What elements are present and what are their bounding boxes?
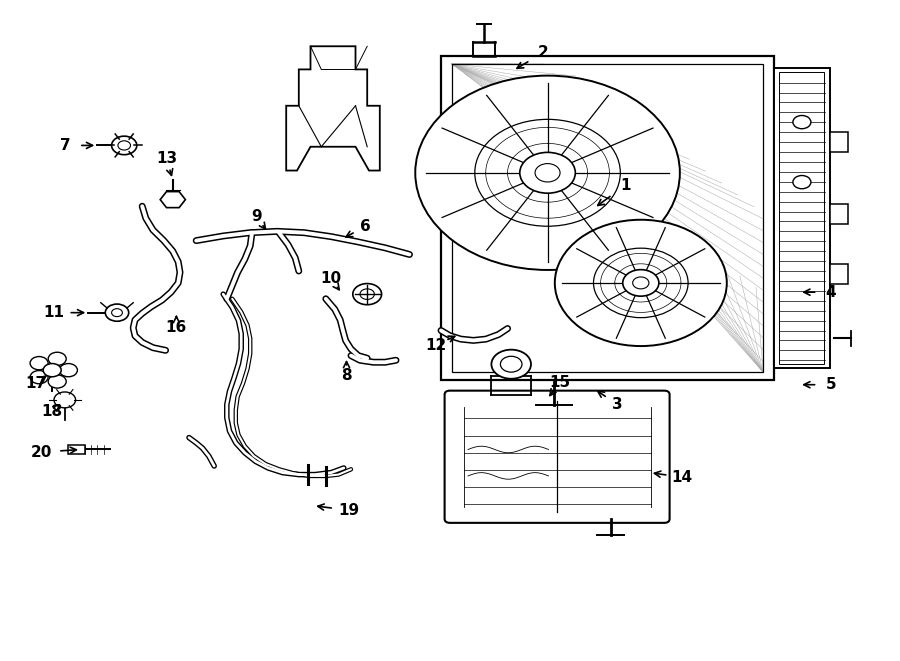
Circle shape xyxy=(360,289,374,299)
Polygon shape xyxy=(286,46,380,171)
Circle shape xyxy=(112,309,122,317)
Text: 6: 6 xyxy=(360,219,371,233)
Circle shape xyxy=(500,356,522,372)
Circle shape xyxy=(536,164,560,182)
Text: 9: 9 xyxy=(251,210,262,224)
Bar xyxy=(830,132,848,152)
Circle shape xyxy=(633,277,649,289)
Text: 12: 12 xyxy=(425,338,446,352)
Circle shape xyxy=(49,352,67,366)
FancyBboxPatch shape xyxy=(445,391,670,523)
Text: 14: 14 xyxy=(671,470,693,485)
Text: 8: 8 xyxy=(341,368,352,383)
Circle shape xyxy=(30,371,48,384)
Circle shape xyxy=(30,356,48,369)
Text: 3: 3 xyxy=(612,397,623,412)
Text: 4: 4 xyxy=(825,285,836,299)
Text: 20: 20 xyxy=(31,445,52,459)
Circle shape xyxy=(554,219,727,346)
Circle shape xyxy=(105,304,129,321)
Circle shape xyxy=(353,284,382,305)
Text: 17: 17 xyxy=(25,376,47,391)
Bar xyxy=(830,264,848,284)
Circle shape xyxy=(793,176,811,189)
Bar xyxy=(452,64,763,372)
Circle shape xyxy=(54,392,76,408)
Text: 10: 10 xyxy=(320,272,342,286)
Circle shape xyxy=(118,141,130,150)
Circle shape xyxy=(112,136,137,155)
Circle shape xyxy=(491,350,531,379)
Text: 11: 11 xyxy=(43,305,65,320)
Text: 7: 7 xyxy=(60,138,71,153)
Bar xyxy=(441,56,774,380)
Text: 2: 2 xyxy=(537,46,548,60)
Text: 19: 19 xyxy=(338,503,360,518)
Circle shape xyxy=(793,116,811,129)
Bar xyxy=(830,204,848,224)
Text: 16: 16 xyxy=(166,320,187,334)
Text: 13: 13 xyxy=(156,151,177,166)
Bar xyxy=(779,72,824,364)
Text: 5: 5 xyxy=(825,377,836,392)
Circle shape xyxy=(415,75,680,270)
Text: 1: 1 xyxy=(620,178,631,192)
Text: 15: 15 xyxy=(549,375,571,389)
Text: 18: 18 xyxy=(41,404,63,418)
Circle shape xyxy=(520,153,575,193)
Bar xyxy=(68,445,85,454)
Circle shape xyxy=(59,364,77,377)
Circle shape xyxy=(623,270,659,296)
Bar xyxy=(774,68,830,368)
Circle shape xyxy=(43,364,61,377)
Circle shape xyxy=(49,375,67,388)
